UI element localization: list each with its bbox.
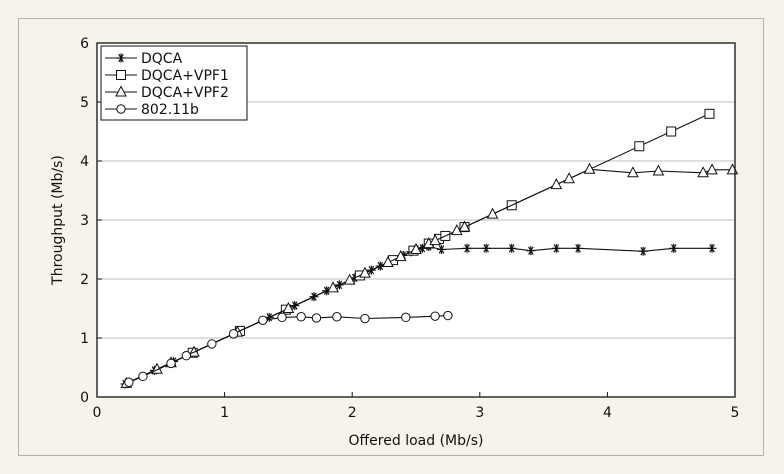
x-tick-label-5: 5 bbox=[731, 405, 740, 421]
point-s3-2 bbox=[166, 358, 176, 369]
x-tick-label-2: 2 bbox=[348, 405, 357, 421]
point-s0-28 bbox=[707, 243, 717, 253]
point-s2-8 bbox=[359, 266, 371, 278]
point-s2-17 bbox=[550, 178, 563, 190]
point-s2-20 bbox=[627, 166, 639, 178]
point-s3-3 bbox=[181, 351, 192, 361]
point-s3-5 bbox=[228, 329, 239, 339]
x-tick-label-0: 0 bbox=[93, 405, 102, 421]
point-s0-27 bbox=[669, 243, 679, 253]
legend-label-1: DQCA+VPF1 bbox=[141, 68, 229, 84]
point-s0-25 bbox=[573, 243, 583, 253]
point-s0-23 bbox=[526, 246, 536, 256]
point-s3-6 bbox=[258, 315, 268, 325]
point-s2-16 bbox=[486, 207, 499, 219]
x-axis-label: Offered load (Mb/s) bbox=[349, 433, 484, 449]
y-tick-label-4: 4 bbox=[80, 154, 89, 170]
point-s2-22 bbox=[697, 166, 709, 178]
point-s3-0 bbox=[124, 377, 134, 387]
y-tick-label-0: 0 bbox=[80, 390, 89, 406]
point-s3-7 bbox=[277, 312, 287, 323]
point-s3-8 bbox=[296, 312, 306, 322]
legend-label-2: DQCA+VPF2 bbox=[141, 85, 229, 101]
legend-label-3: 802.11b bbox=[141, 102, 199, 118]
point-s2-6 bbox=[327, 281, 339, 293]
point-s3-14 bbox=[443, 310, 453, 321]
point-s2-23 bbox=[706, 163, 718, 175]
legend-marker-2 bbox=[115, 85, 127, 97]
point-s3-4 bbox=[207, 339, 217, 349]
point-s1-12 bbox=[666, 126, 677, 137]
point-s2-10 bbox=[394, 250, 407, 262]
y-tick-label-3: 3 bbox=[80, 213, 89, 229]
y-axis-label: Throughput (Mb/s) bbox=[50, 155, 66, 286]
legend-marker-1 bbox=[116, 70, 126, 80]
y-tick-label-5: 5 bbox=[80, 95, 89, 111]
point-s0-22 bbox=[507, 243, 517, 253]
point-s3-13 bbox=[430, 311, 440, 321]
point-s1-11 bbox=[634, 141, 645, 152]
point-s0-24 bbox=[551, 243, 561, 253]
x-tick-label-4: 4 bbox=[603, 405, 612, 421]
point-s3-11 bbox=[360, 313, 370, 324]
point-s2-18 bbox=[563, 172, 575, 184]
x-tick-label-1: 1 bbox=[220, 405, 229, 421]
legend-marker-0 bbox=[116, 53, 126, 63]
y-tick-label-2: 2 bbox=[80, 272, 89, 288]
point-s3-12 bbox=[401, 312, 411, 323]
point-s0-26 bbox=[638, 246, 648, 256]
point-s2-14 bbox=[451, 224, 463, 236]
point-s2-11 bbox=[410, 242, 422, 254]
point-s2-9 bbox=[382, 255, 394, 267]
y-tick-label-6: 6 bbox=[80, 36, 89, 52]
point-s2-13 bbox=[429, 234, 441, 246]
point-s0-20 bbox=[462, 243, 472, 253]
legend-marker-3 bbox=[116, 104, 126, 114]
point-s1-13 bbox=[704, 108, 715, 119]
figure-border bbox=[18, 18, 764, 456]
point-s2-5 bbox=[282, 301, 295, 313]
x-axis-ticks: 0 1 2 3 4 5 bbox=[93, 392, 740, 421]
point-s0-21 bbox=[481, 243, 491, 253]
point-s2-21 bbox=[652, 164, 665, 176]
y-tick-label-1: 1 bbox=[80, 331, 89, 347]
point-s3-1 bbox=[138, 371, 148, 382]
y-axis-ticks: 0 1 2 3 4 5 6 bbox=[80, 36, 102, 406]
point-s2-19 bbox=[583, 162, 596, 174]
point-s3-9 bbox=[311, 313, 322, 323]
x-tick-label-3: 3 bbox=[475, 405, 484, 421]
point-s2-15 bbox=[458, 220, 471, 232]
series-layer bbox=[120, 108, 739, 389]
point-s3-10 bbox=[332, 312, 342, 322]
legend-label-0: DQCA bbox=[141, 51, 183, 67]
point-s0-19 bbox=[437, 245, 447, 254]
series-3 bbox=[124, 310, 453, 387]
point-s2-7 bbox=[343, 273, 356, 285]
